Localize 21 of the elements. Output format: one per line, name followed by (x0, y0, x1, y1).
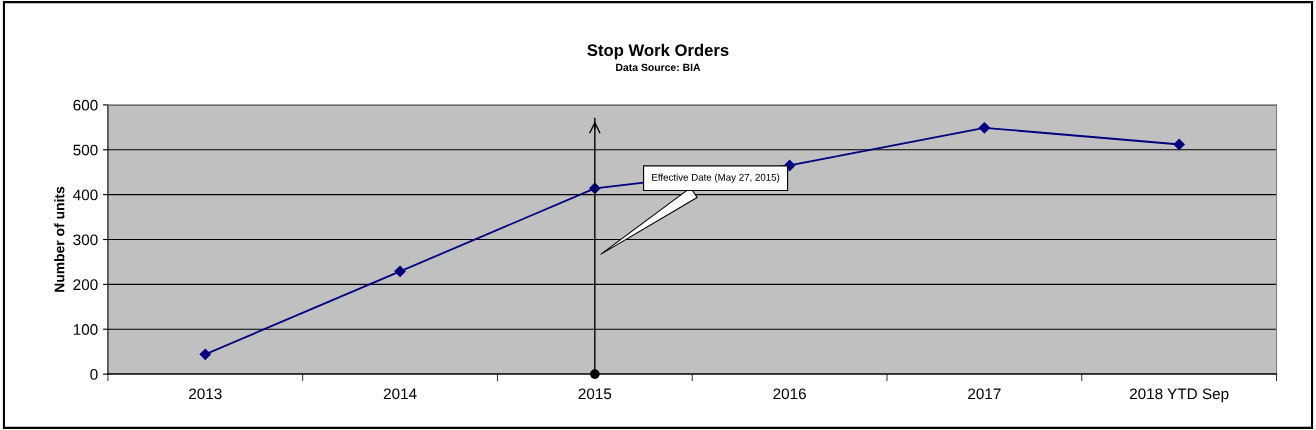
y-tick-label: 500 (73, 144, 98, 156)
x-tick-label: 2017 (968, 388, 1001, 400)
y-tick-label: 300 (73, 234, 98, 246)
ref-line-label: Effective Date (May 27, 2015) (652, 173, 780, 183)
chart-title: Stop Work Orders (587, 43, 729, 60)
point (199, 348, 211, 360)
point (978, 122, 990, 134)
x-tick-label: 2015 (578, 388, 612, 400)
x-tick-label: 2016 (773, 388, 806, 400)
y-tick-label: 600 (73, 99, 98, 111)
x-tick-label: 2013 (189, 388, 222, 400)
y-axis-title: Number of units (54, 186, 65, 292)
point (1173, 138, 1185, 151)
point (394, 265, 406, 277)
y-tick-label: 400 (73, 189, 98, 201)
chart-subtitle: Data Source: BIA (616, 63, 701, 72)
x-tick-label: 2018 YTD Sep (1129, 388, 1229, 403)
y-tick-label: 100 (73, 324, 98, 335)
y-tick-label: 0 (90, 368, 98, 380)
x-tick-label: 2014 (383, 388, 417, 400)
y-tick-label: 200 (73, 279, 98, 291)
